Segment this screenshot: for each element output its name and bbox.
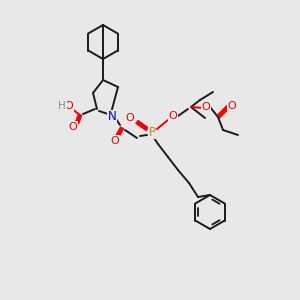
Text: O: O <box>69 122 77 132</box>
Text: P: P <box>148 125 155 139</box>
Text: O: O <box>169 111 177 121</box>
Text: O: O <box>202 102 210 112</box>
Text: N: N <box>108 110 116 124</box>
Text: O: O <box>64 101 74 111</box>
Text: O: O <box>126 113 134 123</box>
Text: O: O <box>111 136 119 146</box>
Text: O: O <box>228 101 236 111</box>
Text: H: H <box>58 101 66 111</box>
